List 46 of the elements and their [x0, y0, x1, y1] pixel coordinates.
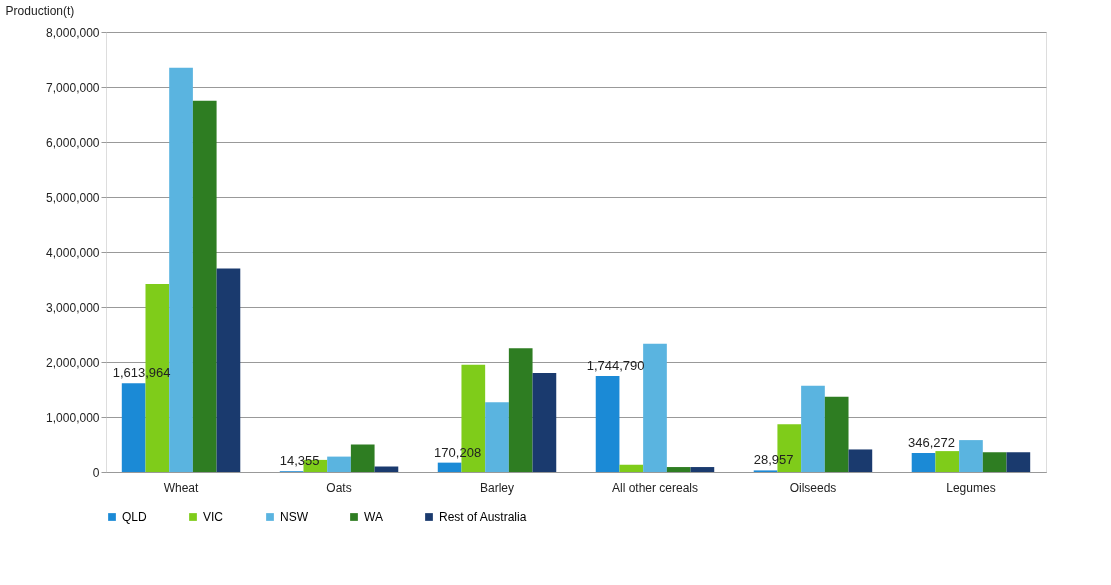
bar	[327, 456, 351, 472]
bar	[508, 348, 533, 472]
x-tick-label: Wheat	[163, 480, 200, 495]
y-tick-label: 6,000,000	[46, 135, 100, 150]
y-tick-label: 2,000,000	[46, 355, 100, 370]
bar	[121, 383, 146, 472]
legend-label: Rest of Australia	[439, 510, 527, 524]
bar	[848, 449, 873, 472]
y-tick-label: 0	[92, 465, 100, 480]
bar	[801, 385, 825, 472]
bar	[982, 452, 1007, 472]
y-tick-label: 7,000,000	[46, 80, 100, 95]
bar	[216, 268, 241, 472]
legend-label: VIC	[203, 510, 224, 524]
x-tick-label: Oilseeds	[789, 480, 837, 495]
x-tick-label: Barley	[480, 480, 515, 495]
bar	[666, 467, 691, 472]
legend-label: WA	[364, 510, 383, 524]
y-tick-label: 3,000,000	[46, 300, 100, 315]
y-tick-label: 1,000,000	[46, 410, 100, 425]
bar	[911, 452, 936, 472]
data-label: 346,272	[908, 434, 956, 450]
bar	[532, 373, 557, 472]
y-tick-label: 4,000,000	[46, 245, 100, 260]
bar	[690, 467, 715, 472]
y-tick-label: 8,000,000	[46, 25, 100, 40]
legend-label: QLD	[122, 510, 148, 524]
x-tick-label: Legumes	[946, 480, 996, 495]
bar	[935, 451, 960, 472]
legend-label: NSW	[280, 510, 309, 524]
bar	[595, 376, 620, 472]
bar	[959, 440, 983, 472]
bar	[619, 464, 644, 472]
bar	[169, 67, 193, 472]
bar	[437, 462, 462, 472]
data-label: 14,355	[279, 453, 320, 469]
bar	[192, 100, 217, 472]
bar	[643, 343, 667, 472]
bar	[350, 444, 375, 472]
y-tick-label: 5,000,000	[46, 190, 100, 205]
bar	[1006, 452, 1031, 472]
bar	[824, 396, 849, 472]
bar	[485, 402, 509, 472]
x-tick-label: Oats	[326, 480, 352, 495]
x-tick-label: All other cereals	[611, 480, 699, 495]
y-axis-title: Production(t)	[5, 4, 75, 18]
